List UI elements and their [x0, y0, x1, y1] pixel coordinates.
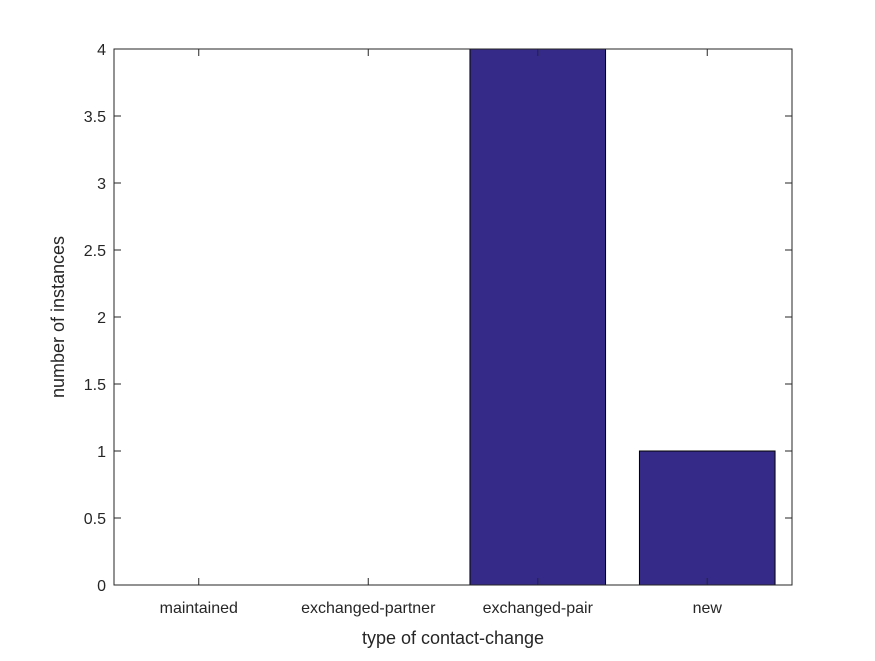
- y-tick-label: 1.5: [84, 377, 106, 394]
- bar-new: [638, 450, 776, 586]
- y-tick-label: 4: [97, 42, 106, 59]
- x-tick-label: new: [693, 600, 723, 617]
- bar-exchanged-pair: [469, 48, 607, 586]
- x-tick-label: exchanged-pair: [483, 600, 594, 617]
- y-tick-label: 0.5: [84, 511, 106, 528]
- y-tick-label: 1: [97, 444, 106, 461]
- y-tick-label: 3.5: [84, 109, 106, 126]
- x-tick-label: maintained: [160, 600, 238, 617]
- y-tick-label: 3: [97, 176, 106, 193]
- x-axis-label: type of contact-change: [362, 628, 544, 648]
- y-axis-label: number of instances: [48, 236, 68, 398]
- x-tick-label: exchanged-partner: [301, 600, 436, 617]
- y-tick-label: 2: [97, 310, 106, 327]
- y-tick-label: 2.5: [84, 243, 106, 260]
- y-tick-label: 0: [97, 578, 106, 595]
